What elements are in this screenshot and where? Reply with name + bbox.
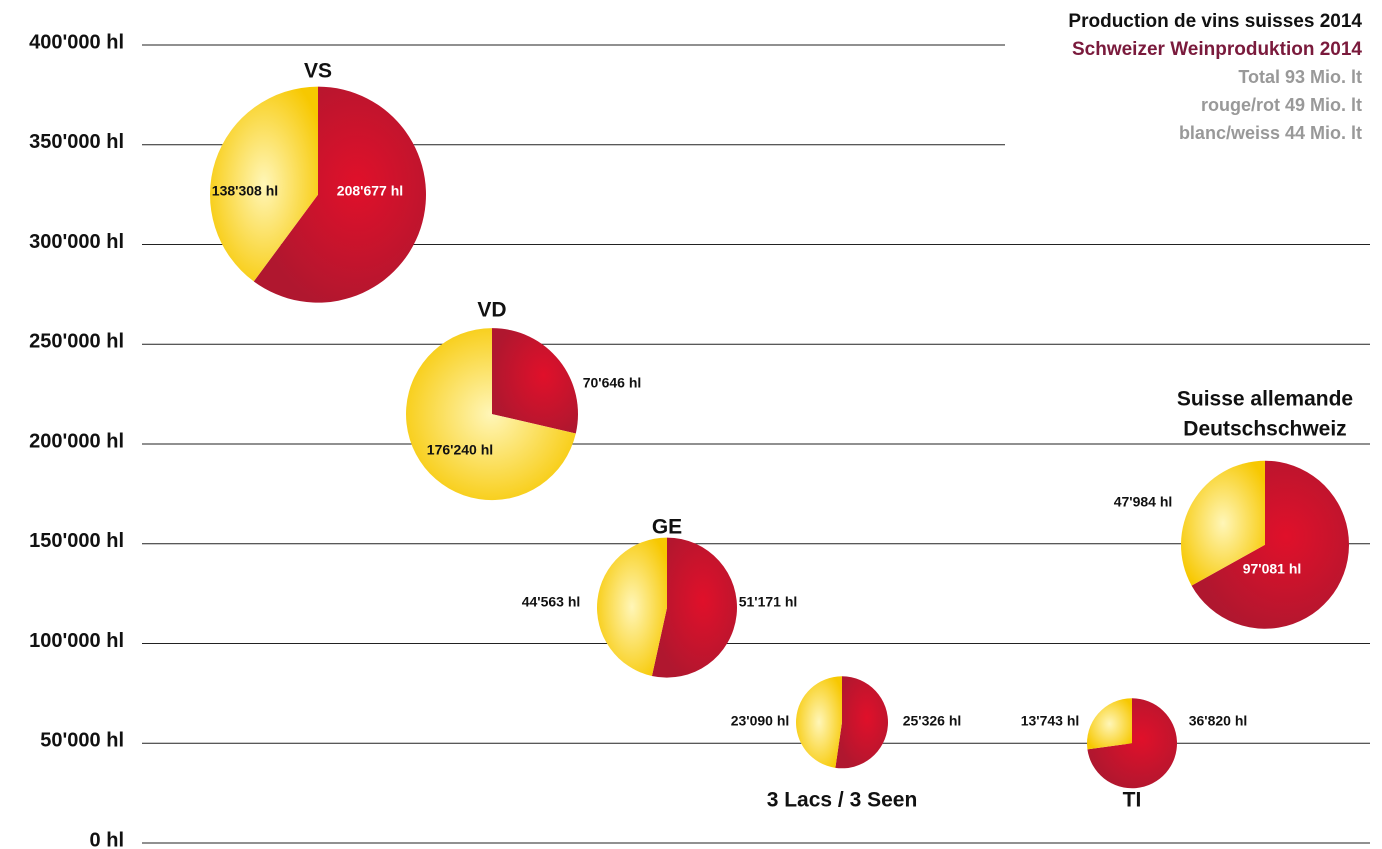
y-tick-label: 200'000 hl [29,430,124,452]
pie-slice [651,537,738,678]
pie-slice [1087,698,1178,789]
y-tick-label: 100'000 hl [29,630,124,652]
y-tick-label: 400'000 hl [29,31,124,53]
pie-slice [253,86,426,303]
note: Total 93 Mio. lt [1238,67,1362,87]
pie-slice [492,328,578,434]
note: blanc/weiss 44 Mio. lt [1179,123,1362,143]
y-tick-label: 0 hl [90,829,124,849]
value-label: 208'677 hl [337,183,403,199]
pie-slice [1181,460,1265,586]
pie-label: 3 Lacs / 3 Seen [767,789,918,812]
value-label: 47'984 hl [1114,494,1173,510]
subtitle: Schweizer Weinproduktion 2014 [1072,39,1362,60]
pie-slice [795,676,842,768]
pie-slice [835,676,888,769]
pie-label: GE [652,516,682,539]
value-label: 138'308 hl [212,183,278,199]
y-tick-label: 250'000 hl [29,331,124,353]
value-label: 36'820 hl [1189,713,1248,729]
pie-label: Suisse allemande [1177,388,1353,411]
value-label: 97'081 hl [1243,561,1302,577]
value-label: 44'563 hl [522,594,581,610]
value-label: 23'090 hl [731,713,790,729]
pie-slice [597,537,667,676]
title: Production de vins suisses 2014 [1068,11,1362,32]
pie-slice [406,328,576,501]
pie-slice [1191,460,1349,629]
pie-slice [1087,698,1132,750]
pie-label: TI [1123,789,1142,812]
value-label: 25'326 hl [903,713,962,729]
note: rouge/rot 49 Mio. lt [1201,95,1362,115]
pie-label: Deutschschweiz [1183,418,1346,441]
value-label: 70'646 hl [583,375,642,391]
pie-label: VS [304,60,332,83]
y-tick-label: 150'000 hl [29,530,124,552]
pie-slice [210,86,318,282]
value-label: 13'743 hl [1021,713,1080,729]
y-tick-label: 50'000 hl [40,730,124,752]
value-label: 51'171 hl [739,594,798,610]
value-label: 176'240 hl [427,442,493,458]
pie-label: VD [477,299,506,322]
y-tick-label: 350'000 hl [29,131,124,153]
y-tick-label: 300'000 hl [29,231,124,253]
